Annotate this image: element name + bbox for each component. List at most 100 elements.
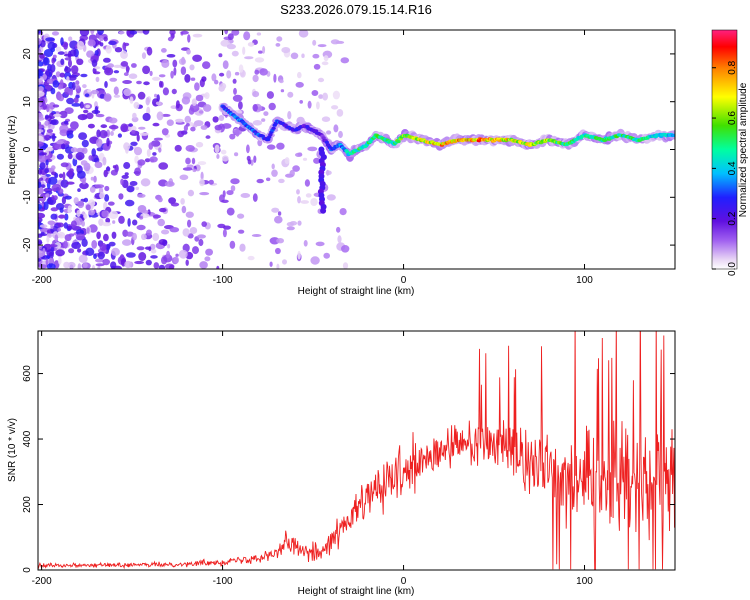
spectrogram-noise-blob [38,86,44,92]
spectrogram-noise-blob [83,213,88,220]
spectrogram-noise-blob [195,94,204,102]
spectrogram-noise-blob [38,141,44,147]
spectrogram-noise-blob [143,81,150,86]
spectrogram-noise-blob [181,56,186,65]
spectrogram-noise-blob [144,158,151,163]
spectrogram-noise-blob [78,132,88,141]
spectrogram-noise-blob [238,101,243,110]
spectrogram-track-core [324,140,329,144]
spectrogram-noise-blob [59,207,64,213]
spectrogram-track-core [672,133,675,137]
spectrogram-noise-blob [276,142,285,150]
spectrogram-x-tick-label: -100 [213,275,233,286]
spectrogram-noise-blob [134,167,142,176]
spectrogram-noise-blob [67,153,73,160]
spectrogram-noise-blob [125,231,134,237]
spectrogram-noise-blob [142,112,151,122]
spectrogram-noise-blob [86,50,95,58]
spectrogram-noise-blob [80,73,88,78]
spectrogram-noise-blob [297,152,303,156]
spectrogram-noise-blob [56,153,64,160]
spectrogram-noise-blob [97,251,105,260]
spectrogram-noise-blob [99,35,104,42]
spectrogram-noise-blob [40,231,45,236]
spectrogram-noise-blob [142,30,150,35]
spectrogram-noise-blob [170,202,180,207]
spectrogram-noise-blob [173,67,177,76]
spectrogram-noise-blob [108,117,118,124]
spectrogram-noise-blob [94,184,105,189]
spectrogram-noise-blob [53,113,62,118]
spectrogram-x-tick-label: 0 [401,275,407,286]
spectrogram-noise-blob [185,259,189,266]
spectrogram-noise-blob [70,121,79,130]
spectrogram-noise-blob [117,133,122,138]
spectrogram-noise-blob [75,229,85,236]
spectrogram-noise-blob [271,163,275,170]
spectrogram-noise-blob [138,252,147,261]
spectrogram-noise-blob [234,71,240,76]
spectrogram-noise-blob [229,133,236,140]
spectrogram-noise-blob [149,243,156,250]
spectrogram-noise-blob [145,97,150,106]
spectrogram-noise-blob [70,147,78,153]
spectrogram-noise-blob [50,213,58,220]
spectrogram-noise-blob [128,123,134,127]
spectrogram-noise-blob [52,104,60,108]
spectrogram-noise-blob [158,264,166,269]
spectrogram-noise-blob [232,94,243,102]
spectrogram-noise-blob [256,32,262,36]
spectrogram-noise-blob [44,120,50,126]
spectrogram-noise-blob [168,264,175,269]
spectrogram-noise-blob [126,185,135,193]
spectrogram-noise-blob [80,160,88,166]
spectrogram-noise-blob [51,183,62,192]
spectrogram-noise-blob [159,207,167,213]
snr-y-tick-label: 200 [22,496,33,513]
spectrogram-noise-blob [113,64,122,68]
spectrogram-noise-blob [94,39,99,46]
spectrogram-noise-blob [271,169,278,177]
spectrogram-noise-blob [322,92,328,101]
spectrogram-noise-blob [59,72,65,78]
spectrogram-noise-blob [60,37,64,46]
spectrogram-noise-blob [38,239,43,246]
spectrogram-noise-blob [192,246,199,255]
spectrogram-noise-blob [104,81,108,88]
spectrogram-noise-blob [51,119,57,125]
spectrogram-noise-blob [146,149,151,157]
spectrogram-noise-blob [108,241,116,247]
spectrogram-noise-blob [258,50,263,54]
spectrogram-noise-blob [184,115,192,124]
spectrogram-noise-blob [256,178,264,184]
spectrogram-noise-blob [127,218,131,227]
spectrogram-noise-blob [166,54,176,58]
spectrogram-noise-blob [38,182,42,189]
spectrogram-noise-blob [163,254,173,263]
spectrogram-noise-blob [214,144,220,154]
spectrogram-noise-blob [326,130,332,135]
spectrogram-noise-blob [237,229,245,234]
spectrogram-noise-blob [313,157,321,164]
spectrogram-noise-blob [118,193,124,200]
spectrogram-noise-blob [158,74,166,78]
spectrogram-noise-blob [38,129,44,133]
spectrogram-noise-blob [297,220,302,226]
spectrogram-noise-blob [70,220,77,228]
spectrogram-noise-blob [48,176,58,185]
spectrogram-noise-blob [59,110,68,119]
spectrogram-noise-blob [85,204,91,211]
spectrogram-noise-blob [131,129,136,134]
spectrogram-noise-blob [169,227,180,233]
spectrogram-noise-blob [180,198,185,205]
spectrogram-noise-blob [186,49,191,55]
spectrogram-noise-blob [297,196,301,204]
spectrogram-y-tick-label: 10 [22,96,33,108]
spectrogram-noise-blob [112,220,116,224]
spectrogram-noise-blob [107,201,115,206]
spectrogram-noise-blob [222,190,226,198]
figure-title: S233.2026.079.15.14.R16 [280,2,432,17]
spectrogram-noise-blob [168,197,177,205]
spectrogram-noise-blob [299,100,304,104]
spectrogram-noise-blob [136,246,145,251]
